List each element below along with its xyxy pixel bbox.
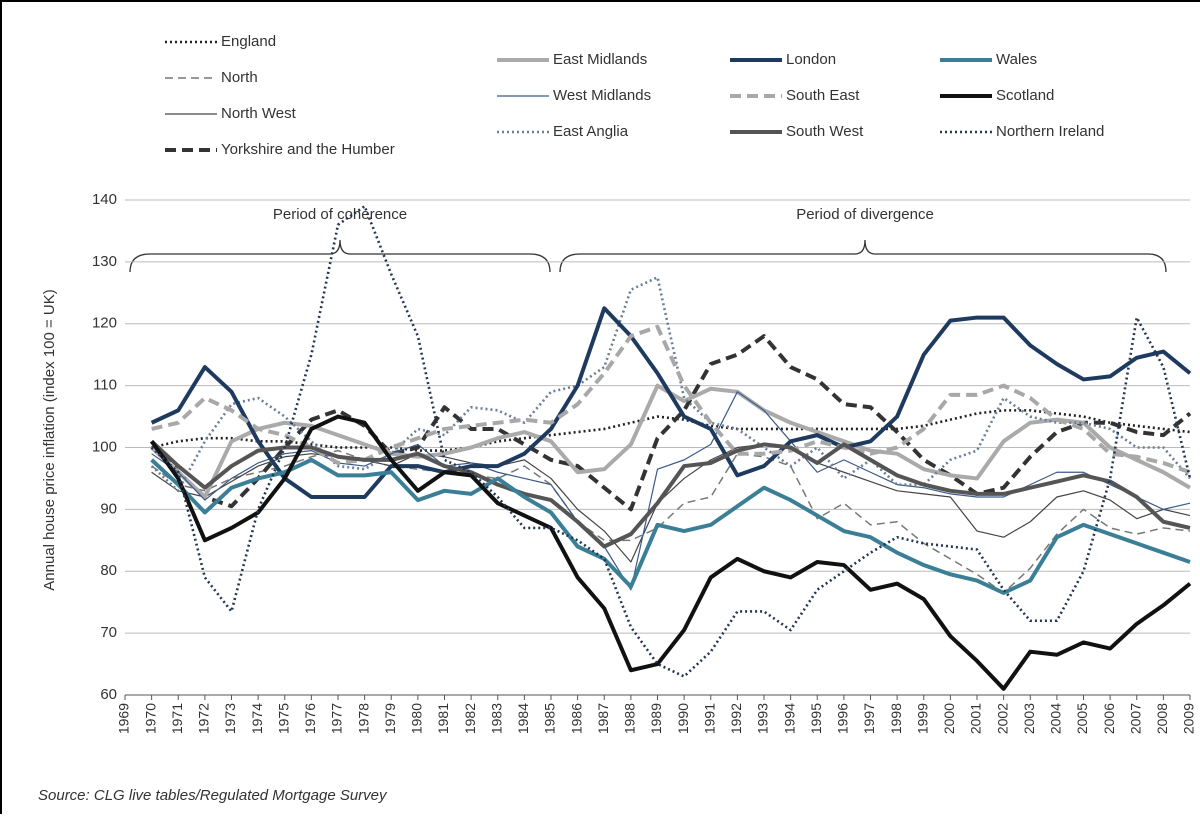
x-tick-label: 1992 xyxy=(728,703,744,734)
x-tick-label: 1991 xyxy=(701,703,717,734)
x-tick-label: 1973 xyxy=(222,703,238,734)
x-tick-label: 1979 xyxy=(382,703,398,734)
annotation: Period of coherence xyxy=(273,206,407,223)
x-tick-label: 1989 xyxy=(648,703,664,734)
x-tick-label: 1978 xyxy=(355,703,371,734)
series-line xyxy=(149,414,1192,691)
y-tick-label: 100 xyxy=(92,438,117,455)
y-tick-label: 140 xyxy=(92,191,117,208)
legend-item: Wales xyxy=(940,51,1037,68)
y-tick-label: 90 xyxy=(100,500,117,517)
legend-item: North West xyxy=(165,105,297,122)
x-tick-label: 1980 xyxy=(409,703,425,734)
x-tick-label: 1994 xyxy=(781,703,797,734)
x-tick-label: 1985 xyxy=(542,703,558,734)
legend-item: London xyxy=(730,51,836,68)
legend-item: Scotland xyxy=(940,87,1054,104)
x-tick-label: 1970 xyxy=(142,703,158,734)
source-note: Source: CLG live tables/Regulated Mortga… xyxy=(38,787,388,804)
x-tick-label: 1969 xyxy=(116,703,132,734)
series-line xyxy=(151,324,1191,475)
legend-label: West Midlands xyxy=(553,87,651,104)
x-tick-label: 1987 xyxy=(595,703,611,734)
y-tick-label: 70 xyxy=(100,624,117,641)
x-tick-label: 1984 xyxy=(515,703,531,734)
x-tick-label: 1982 xyxy=(462,703,478,734)
x-tick-label: 2009 xyxy=(1181,703,1197,734)
x-tick-label: 1986 xyxy=(568,703,584,734)
x-tick-label: 2005 xyxy=(1074,703,1090,734)
x-tick-label: 1998 xyxy=(888,703,904,734)
x-tick-label: 1972 xyxy=(196,703,212,734)
legend-item: East Midlands xyxy=(497,51,647,68)
x-tick-label: 1971 xyxy=(169,703,185,734)
legend-label: Wales xyxy=(996,51,1037,68)
x-tick-label: 1983 xyxy=(488,703,504,734)
x-tick-label: 1981 xyxy=(435,703,451,734)
legend-item: Yorkshire and the Humber xyxy=(165,141,395,158)
legend-label: Scotland xyxy=(996,87,1054,104)
legend-item: East Anglia xyxy=(497,123,629,140)
x-tick-label: 2007 xyxy=(1127,703,1143,734)
y-tick-label: 120 xyxy=(92,315,117,332)
y-tick-label: 110 xyxy=(93,377,117,394)
legend-label: Northern Ireland xyxy=(996,123,1104,140)
y-tick-label: 60 xyxy=(100,686,117,703)
legend-label: East Anglia xyxy=(553,123,629,140)
x-tick-label: 2003 xyxy=(1021,703,1037,734)
legend-label: North West xyxy=(221,105,297,122)
x-tick-label: 1995 xyxy=(808,703,824,734)
x-tick-label: 1999 xyxy=(914,703,930,734)
series-line xyxy=(150,439,1191,549)
series-line xyxy=(150,276,1191,493)
legend-item: South East xyxy=(730,87,860,104)
legend-label: South West xyxy=(786,123,864,140)
brace xyxy=(129,239,551,273)
x-tick-label: 1990 xyxy=(675,703,691,734)
x-tick-label: 1997 xyxy=(861,703,877,734)
x-tick-label: 2001 xyxy=(968,703,984,734)
legend-item: North xyxy=(165,69,258,86)
legend-label: North xyxy=(221,69,258,86)
x-tick-label: 1977 xyxy=(329,703,345,734)
legend-label: East Midlands xyxy=(553,51,647,68)
series-line xyxy=(150,334,1192,512)
legend-label: South East xyxy=(786,87,860,104)
y-tick-label: 80 xyxy=(100,562,117,579)
x-tick-label: 2008 xyxy=(1154,703,1170,734)
annotation: Period of divergence xyxy=(796,206,934,223)
x-tick-label: 1975 xyxy=(275,703,291,734)
legend-item: West Midlands xyxy=(497,87,651,104)
legend-item: England xyxy=(165,33,276,50)
x-tick-label: 2000 xyxy=(941,703,957,734)
legend-item: Northern Ireland xyxy=(940,123,1104,140)
x-tick-label: 1974 xyxy=(249,703,265,734)
x-tick-label: 2006 xyxy=(1101,703,1117,734)
x-tick-label: 2002 xyxy=(994,703,1010,734)
legend-label: Yorkshire and the Humber xyxy=(221,141,395,158)
series-line xyxy=(150,306,1192,499)
legend-item: South West xyxy=(730,123,864,140)
x-tick-label: 1976 xyxy=(302,703,318,734)
x-tick-label: 1993 xyxy=(755,703,771,734)
brace xyxy=(559,239,1167,273)
y-axis-label: Annual house price inflation (index 100 … xyxy=(41,289,58,590)
series-line xyxy=(150,457,1191,595)
x-tick-label: 2004 xyxy=(1048,703,1064,734)
x-tick-label: 1996 xyxy=(835,703,851,734)
x-tick-label: 1988 xyxy=(622,703,638,734)
y-tick-label: 130 xyxy=(92,253,117,270)
legend-label: England xyxy=(221,33,276,50)
legend-label: London xyxy=(786,51,836,68)
